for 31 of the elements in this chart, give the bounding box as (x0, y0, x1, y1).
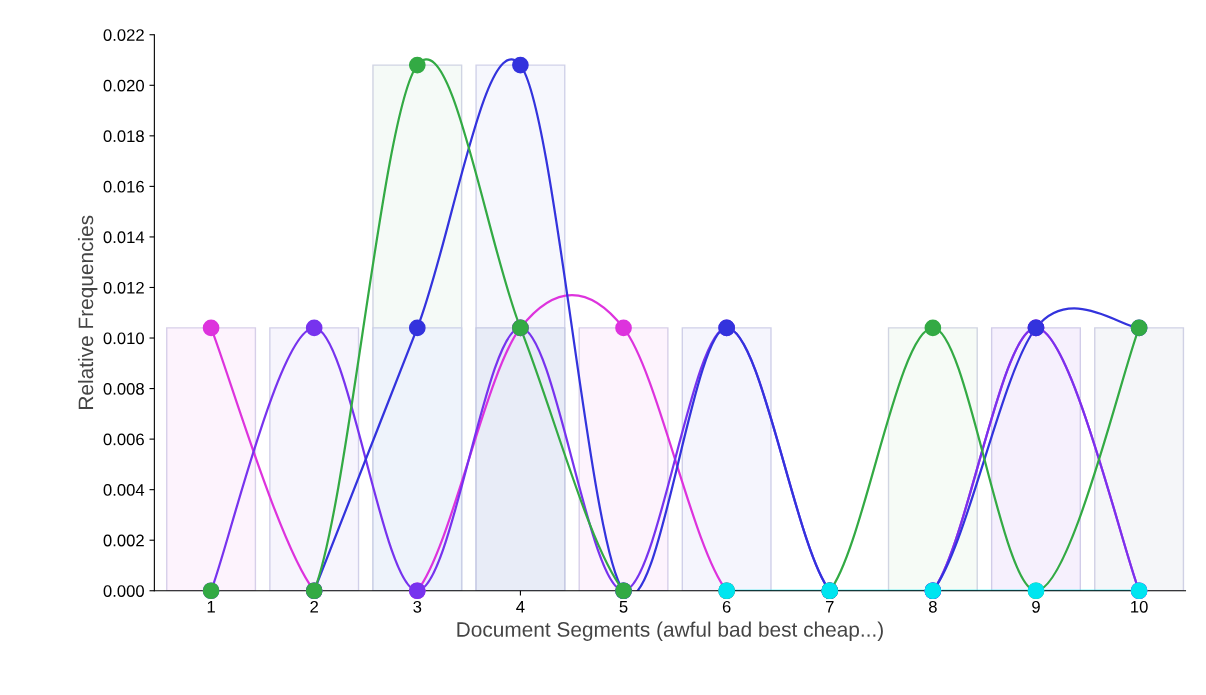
point (512, 56, 529, 74)
y-tick-label: 0.004 (103, 484, 145, 496)
y-tick-label: 0.016 (103, 180, 144, 193)
x-tick-label: 4 (516, 601, 525, 613)
x-tick-label: 8 (928, 600, 937, 613)
y-axis-title: Relative Frequencies (77, 215, 98, 409)
x-tick-label: 1 (207, 601, 215, 613)
point (924, 319, 942, 337)
x-axis-title: Document Segments (awful bad best cheap...) (457, 621, 883, 641)
x-tick-label: 2 (310, 600, 318, 613)
x-tick-label: 7 (825, 601, 834, 613)
point (305, 319, 323, 337)
y-tick-label: 0.010 (103, 332, 144, 345)
x-tick-label: 6 (722, 600, 731, 613)
point (408, 319, 426, 337)
y-tick-label: 0.008 (103, 382, 144, 395)
y-tick-label: 0.012 (103, 281, 144, 294)
y-tick-label: 0.014 (103, 231, 145, 244)
point (615, 319, 632, 337)
y-tick-label: 0.006 (103, 433, 144, 446)
point (408, 56, 426, 74)
x-tick-label: 9 (1032, 600, 1040, 613)
x-tick-label: 3 (413, 600, 422, 613)
point (202, 319, 220, 337)
x-tick-label: 5 (619, 601, 628, 613)
y-tick-label: 0.020 (103, 79, 144, 92)
y-tick-label: 0.022 (103, 29, 144, 41)
y-tick-label: 0.000 (103, 585, 144, 597)
x-tick-label: 10 (1131, 600, 1148, 613)
y-tick-label: 0.018 (103, 130, 144, 143)
y-tick-label: 0.002 (103, 534, 144, 547)
